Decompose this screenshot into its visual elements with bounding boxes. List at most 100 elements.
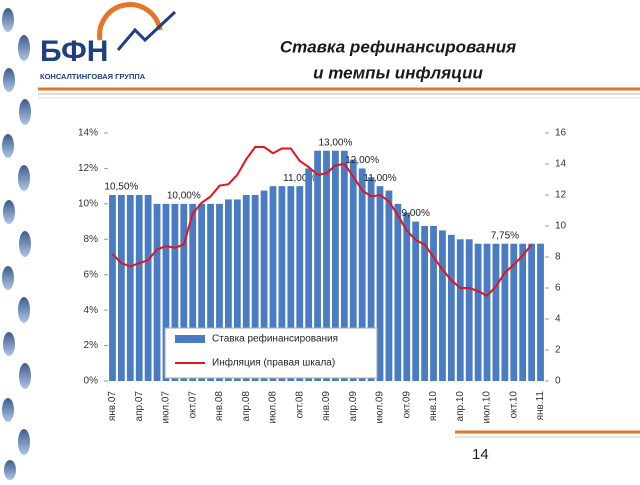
bar — [135, 195, 143, 381]
side-decoration — [0, 0, 34, 480]
bar — [474, 243, 482, 381]
bar — [269, 186, 277, 381]
bar — [225, 199, 232, 381]
bar — [483, 243, 491, 381]
bar — [198, 203, 206, 381]
bar — [376, 186, 384, 381]
y2-tick-label: 12 — [555, 190, 567, 201]
value-label: 9,00% — [402, 208, 430, 219]
value-label: 11,00% — [363, 173, 396, 184]
bar — [296, 186, 304, 381]
x-tick-label: июл.10 — [482, 391, 493, 424]
y-tick-label: 14% — [78, 128, 98, 139]
legend: Ставка рефинансирования Инфляция (правая … — [164, 327, 378, 379]
bar — [492, 243, 500, 381]
bar — [349, 159, 357, 381]
value-label: 13,00% — [318, 137, 352, 148]
bar — [340, 150, 348, 381]
footer-rule — [455, 430, 640, 438]
bar — [501, 243, 509, 381]
x-tick-label: окт.08 — [294, 391, 305, 419]
bar — [242, 195, 250, 381]
x-tick-label: окт.07 — [187, 391, 198, 419]
bar — [278, 186, 286, 381]
line — [111, 146, 533, 298]
chart: 0% 2% 4% 6% 8% 10% 12% 14% 0 2 4 6 8 10 12 14 16 янв.07 ап… — [78, 128, 567, 424]
logo-text: БФН — [40, 35, 108, 68]
value-label: 11,00% — [283, 173, 316, 184]
x-tick-label: янв.10 — [428, 391, 439, 422]
legend-label: Ставка рефинансирования — [212, 333, 338, 345]
x-tick-label: янв.09 — [321, 391, 332, 422]
y-tick-label: 0% — [84, 376, 99, 387]
legend-box — [164, 327, 378, 379]
value-label: 10,00% — [167, 190, 201, 201]
x-tick-label: янв.07 — [107, 391, 118, 422]
bar — [109, 195, 116, 381]
bar — [216, 203, 223, 381]
y2-tick-label: 4 — [555, 314, 561, 325]
bar — [144, 195, 152, 381]
page-number: 14 — [472, 446, 489, 463]
x-tick-label: янв.11 — [535, 391, 546, 421]
y-tick-label: 12% — [78, 163, 98, 174]
x-tick-label: июл.08 — [268, 391, 279, 424]
legend-swatch — [175, 335, 205, 343]
bar — [260, 190, 268, 381]
bar — [314, 150, 321, 381]
y-tick-label: 10% — [78, 198, 98, 209]
bar — [180, 203, 188, 381]
bar — [421, 226, 428, 381]
bar — [367, 177, 375, 381]
y2-tick-label: 8 — [555, 252, 561, 263]
y-tick-label: 6% — [84, 269, 99, 280]
title-line: и темпы инфляции — [313, 63, 483, 82]
bar — [162, 203, 170, 381]
bar — [117, 195, 125, 381]
x-tick-label: апр.08 — [241, 391, 252, 422]
bar — [537, 243, 544, 381]
bar — [153, 203, 161, 381]
x-tick-label: апр.10 — [455, 391, 466, 422]
bar — [171, 203, 179, 381]
x-tick-label: июл.09 — [375, 391, 386, 424]
y-tick-label: 8% — [84, 234, 99, 245]
bar — [519, 243, 527, 381]
bar — [251, 195, 259, 381]
legend-label: Инфляция (правая шкала) — [212, 357, 335, 369]
bar — [189, 203, 197, 381]
bar — [358, 168, 366, 381]
bar — [403, 212, 411, 381]
bar — [332, 150, 339, 381]
value-label: 10,50% — [104, 182, 138, 193]
bar — [412, 221, 420, 381]
y-tick-label: 2% — [84, 340, 99, 351]
x-tick-label: окт.09 — [401, 391, 412, 419]
value-label: 7,75% — [491, 230, 519, 241]
y2-tick-label: 0 — [555, 376, 561, 387]
x-tick-label: янв.08 — [214, 391, 225, 422]
x-tick-label: окт.10 — [508, 391, 519, 419]
bar — [207, 203, 214, 381]
x-tick-label: апр.07 — [134, 391, 145, 422]
bar — [510, 243, 518, 381]
logo: БФН КОНСАЛТИНГОВАЯ ГРУППА — [40, 2, 177, 81]
header-rule — [38, 87, 640, 99]
bar — [394, 203, 402, 381]
bar — [447, 234, 455, 381]
bar — [233, 199, 241, 381]
y2-tick-label: 2 — [555, 345, 561, 356]
y2-tick-label: 16 — [555, 128, 567, 139]
y2-tick-label: 6 — [555, 283, 561, 294]
y2-tick-label: 10 — [555, 221, 567, 232]
bar — [287, 186, 295, 381]
title-line: Ставка рефинансирования — [280, 37, 516, 56]
bar — [439, 230, 446, 381]
bar — [126, 195, 134, 381]
bar — [456, 239, 464, 381]
bar — [465, 239, 473, 381]
y-tick-label: 4% — [84, 305, 99, 316]
x-tick-label: июл.07 — [161, 391, 172, 424]
value-label: 12,00% — [345, 155, 379, 166]
